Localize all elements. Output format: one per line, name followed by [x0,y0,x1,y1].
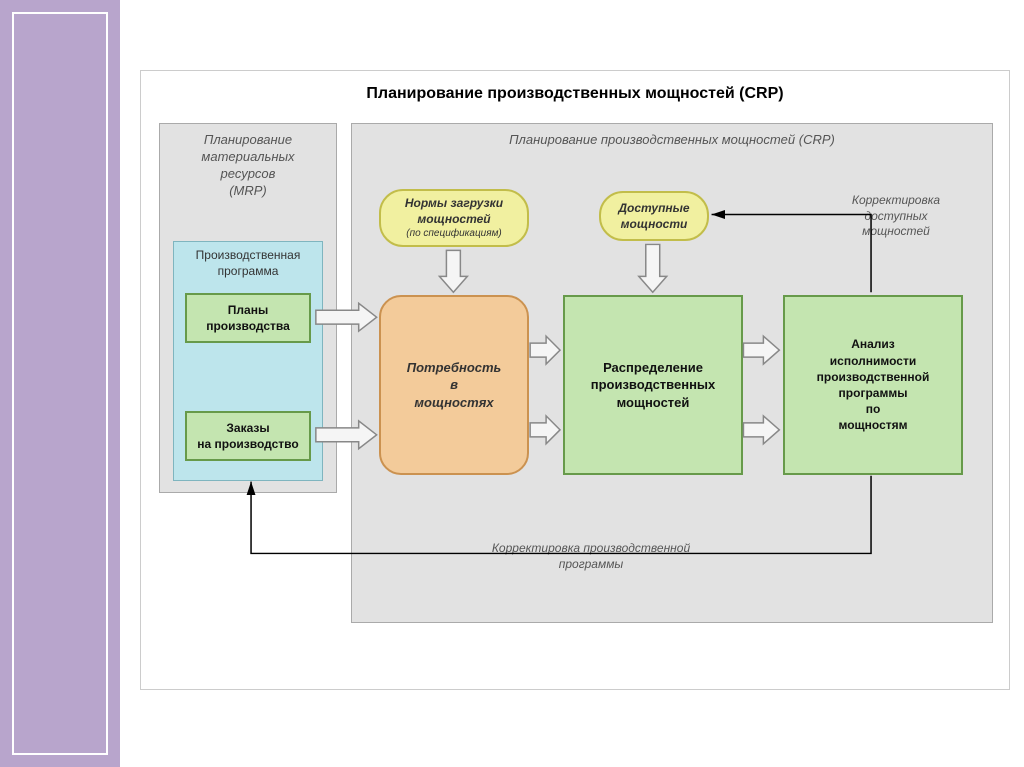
node-available: Доступные мощности [599,191,709,241]
cluster-mrp-label: Планирование материальных ресурсов (MRP) [160,132,336,200]
diagram-container: Планирование производственных мощностей … [140,70,1010,690]
cluster-mrp-sub-label: Производственная программа [174,242,322,285]
node-analysis: Анализ исполнимости производственной про… [783,295,963,475]
label-correction-capacities: Корректировка доступных мощностей [821,193,971,240]
node-norms-sublabel: (по спецификациям) [406,227,502,241]
node-orders: Заказы на производство [185,411,311,461]
cluster-crp-label: Планирование производственных мощностей … [352,132,992,149]
label-correction-program: Корректировка производственной программы [411,541,771,572]
diagram-title: Планирование производственных мощностей … [141,85,1009,103]
node-norms: Нормы загрузки мощностей (по спецификаци… [379,189,529,247]
node-need: Потребность в мощностях [379,295,529,475]
node-distribution: Распределение производственных мощностей [563,295,743,475]
node-plans: Планы производства [185,293,311,343]
slide-accent-inner [12,12,108,755]
node-norms-label: Нормы загрузки мощностей [405,195,503,227]
slide-accent-bar [0,0,120,767]
